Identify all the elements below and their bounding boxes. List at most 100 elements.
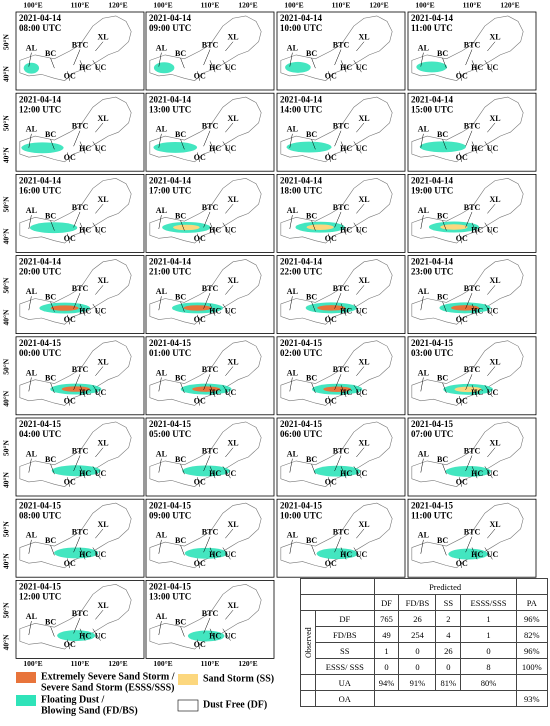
region-label: OC bbox=[194, 234, 206, 243]
region-label: XL bbox=[97, 520, 108, 529]
region-label: XL bbox=[97, 33, 108, 42]
region-label: HC bbox=[340, 550, 352, 559]
leader-line bbox=[222, 385, 231, 398]
table-cell: 80% bbox=[460, 674, 517, 691]
table-cell: 0 bbox=[398, 658, 437, 675]
region-label: OC bbox=[64, 396, 76, 405]
region-label: UC bbox=[356, 307, 368, 316]
storm-area bbox=[306, 224, 334, 230]
leader-line bbox=[289, 377, 293, 392]
leader-line bbox=[66, 396, 71, 406]
region-label: XL bbox=[489, 439, 500, 448]
leader-line bbox=[50, 545, 55, 556]
leader-line bbox=[458, 71, 463, 81]
leader-line bbox=[28, 215, 32, 230]
lat-label: 40°N bbox=[2, 553, 11, 569]
panel-date: 2021-04-15 bbox=[411, 338, 453, 348]
region-label: BTC bbox=[464, 40, 481, 49]
leader-line bbox=[487, 41, 496, 52]
leader-line bbox=[420, 458, 424, 473]
legend-swatch bbox=[178, 674, 198, 685]
region-label: OC bbox=[325, 72, 337, 81]
region-outline bbox=[149, 421, 262, 487]
region-label: HC bbox=[209, 388, 221, 397]
region-label: OC bbox=[194, 640, 206, 649]
lon-label: 110°E bbox=[71, 1, 90, 10]
leader-line bbox=[203, 617, 211, 634]
table-cell: 4 bbox=[435, 626, 462, 643]
region-label: AL bbox=[287, 531, 298, 540]
table-cell: 91% bbox=[398, 674, 437, 691]
storm-area bbox=[454, 386, 482, 393]
panel-date: 2021-04-15 bbox=[149, 500, 191, 510]
leader-line bbox=[222, 141, 231, 154]
region-label: AL bbox=[156, 43, 167, 52]
region-label: UC bbox=[95, 144, 107, 153]
panel-time: 12:00 UTC bbox=[19, 591, 61, 601]
region-label: XL bbox=[227, 357, 238, 366]
dust-area bbox=[286, 141, 332, 153]
leader-line bbox=[465, 455, 473, 472]
dust-area bbox=[51, 465, 101, 477]
leader-line bbox=[311, 464, 316, 475]
lon-label: 110°E bbox=[463, 1, 482, 10]
region-outline bbox=[149, 583, 262, 650]
panel-date: 2021-04-15 bbox=[149, 581, 191, 591]
region-label: UC bbox=[487, 225, 499, 234]
leader-line bbox=[420, 377, 424, 392]
region-label: BC bbox=[175, 617, 186, 626]
lat-label: 50°N bbox=[2, 115, 11, 131]
panel-date: 2021-04-14 bbox=[149, 175, 191, 185]
region-outline bbox=[19, 340, 132, 406]
panel-time: 08:00 UTC bbox=[19, 510, 61, 520]
leader-line bbox=[471, 466, 478, 479]
leader-line bbox=[327, 314, 332, 325]
table-cell: 82% bbox=[515, 626, 549, 643]
region-outline bbox=[19, 583, 132, 650]
leader-line bbox=[442, 301, 447, 312]
lat-label: 50°N bbox=[2, 439, 11, 455]
region-label: UC bbox=[487, 388, 499, 397]
leader-line bbox=[340, 222, 347, 235]
region-label: AL bbox=[26, 43, 37, 52]
leader-line bbox=[180, 220, 185, 231]
region-label: UC bbox=[95, 307, 107, 316]
leader-line bbox=[180, 58, 185, 69]
panel-date: 2021-04-15 bbox=[19, 581, 61, 591]
panel-time: 09:00 UTC bbox=[149, 23, 191, 33]
leader-line bbox=[66, 314, 71, 325]
region-label: HC bbox=[340, 307, 352, 316]
panel-time: 13:00 UTC bbox=[149, 591, 191, 601]
region-label: UC bbox=[487, 144, 499, 153]
region-label: OC bbox=[64, 478, 76, 487]
leader-line bbox=[209, 547, 216, 560]
leader-line bbox=[420, 296, 424, 311]
region-label: BTC bbox=[464, 284, 481, 293]
region-label: HC bbox=[79, 225, 91, 234]
leader-line bbox=[340, 466, 347, 479]
region-label: BC bbox=[45, 617, 56, 626]
leader-line bbox=[203, 455, 211, 472]
table-cell: UA bbox=[315, 674, 375, 691]
table-cell bbox=[300, 690, 316, 707]
region-label: BTC bbox=[202, 609, 219, 618]
region-label: OC bbox=[64, 153, 76, 162]
lat-label: 40°N bbox=[2, 390, 11, 406]
leader-line bbox=[289, 296, 293, 311]
region-label: XL bbox=[358, 195, 369, 204]
region-label: BC bbox=[175, 49, 186, 58]
leader-line bbox=[487, 203, 496, 214]
leader-line bbox=[66, 477, 71, 487]
panel-time: 03:00 UTC bbox=[411, 348, 453, 358]
lat-label: 40°N bbox=[2, 471, 11, 487]
table-cell: DF bbox=[315, 610, 375, 627]
table-cell: 8 bbox=[460, 658, 517, 675]
leader-line bbox=[79, 628, 86, 641]
leader-line bbox=[334, 293, 342, 309]
